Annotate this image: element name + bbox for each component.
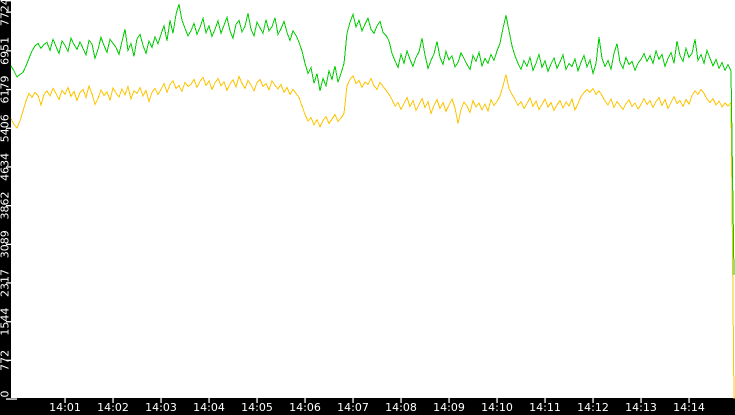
x-tick-label: 14:03 [145,401,177,414]
y-tick-label: 772 [0,350,12,371]
x-tick [592,398,594,403]
y-tick [6,321,17,323]
y-axis: 0 772 1544 2317 3089 3862 4634 5406 6179 6951 7724 [0,0,17,400]
y-tick [6,243,17,245]
y-tick [6,398,17,400]
y-tick-label: 1544 [0,308,12,336]
x-tick-label: 14:06 [289,401,321,414]
x-tick-label: 14:12 [577,401,609,414]
y-tick-label: 6179 [0,75,12,103]
y-tick-label: 3862 [0,192,12,220]
x-tick [352,398,354,403]
series-green-line [10,4,735,275]
y-tick [6,166,17,168]
x-tick-label: 14:08 [385,401,417,414]
x-tick [496,398,498,403]
x-tick [208,398,210,403]
x-axis-bar [0,398,735,415]
x-tick [400,398,402,403]
x-tick-label: 14:05 [241,401,273,414]
y-tick [6,205,17,207]
x-tick [256,398,258,403]
series-yellow-line [10,74,735,400]
x-tick-label: 14:02 [97,401,129,414]
y-tick-label: 6951 [0,37,12,65]
x-tick [640,398,642,403]
y-tick-label: 5406 [0,114,12,142]
x-tick [448,398,450,403]
x-tick [112,398,114,403]
y-tick [6,127,17,129]
x-tick [160,398,162,403]
y-tick-label: 2317 [0,269,12,297]
y-tick [6,88,17,91]
x-tick-label: 14:04 [193,401,225,414]
x-tick-label: 14:13 [625,401,657,414]
x-tick-label: 14:07 [337,401,369,414]
x-tick [304,398,306,403]
x-tick-label: 14:14 [673,401,705,414]
y-tick-label: 3089 [0,230,12,258]
y-tick [6,282,17,284]
y-tick-label: 7724 [0,0,12,26]
x-tick-label: 14:10 [481,401,513,414]
x-tick [688,398,690,403]
y-tick-label: 0 [0,391,12,398]
x-tick-label: 14:09 [433,401,465,414]
x-tick [64,398,66,403]
y-tick [6,359,17,361]
x-tick-label: 14:01 [49,401,81,414]
y-axis-end-tick [6,0,17,2]
x-tick [544,398,546,403]
y-tick [6,11,17,13]
x-tick-label: 14:11 [529,401,561,414]
y-tick-label: 4634 [0,153,12,181]
y-tick [6,50,17,52]
y-axis-bar [0,0,11,415]
x-axis: 14:01 14:02 14:03 14:04 14:05 14:06 14:07 14:08… [49,398,705,414]
